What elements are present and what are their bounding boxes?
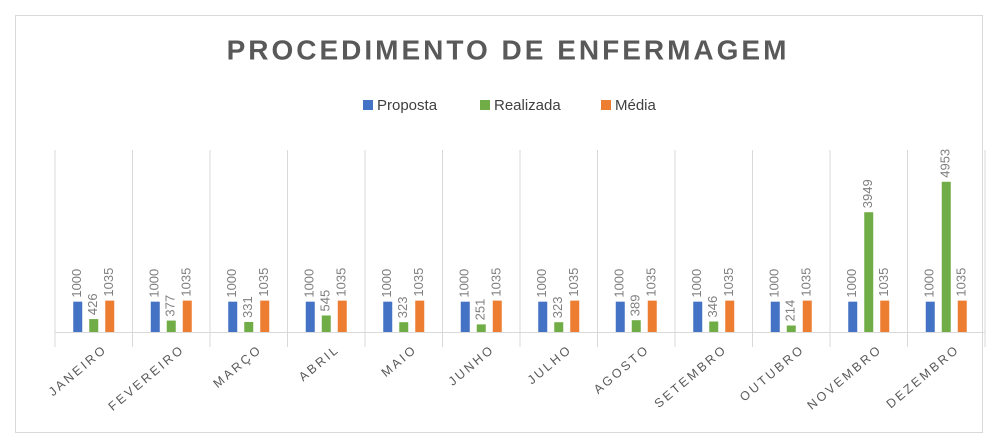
bar <box>305 301 315 332</box>
bar <box>770 301 780 332</box>
bar <box>538 301 548 332</box>
data-label: 1035 <box>954 268 969 297</box>
data-label: 377 <box>163 295 178 317</box>
bar <box>880 300 890 332</box>
data-label: 346 <box>705 296 720 318</box>
legend-swatch <box>480 100 490 110</box>
bar <box>337 300 347 332</box>
data-label: 1000 <box>147 269 162 298</box>
bar <box>244 321 254 332</box>
data-label: 1035 <box>411 268 426 297</box>
bar <box>554 322 564 332</box>
bar <box>631 320 641 332</box>
legend-label: Realizada <box>494 97 561 114</box>
bar <box>957 300 967 332</box>
legend-label: Proposta <box>377 97 438 114</box>
bar <box>693 301 703 332</box>
bar <box>615 301 625 332</box>
bar <box>725 300 735 332</box>
bar <box>925 301 935 332</box>
legend-label: Média <box>615 97 657 114</box>
data-label: 1000 <box>922 269 937 298</box>
bar <box>647 300 657 332</box>
data-label: 323 <box>550 296 565 318</box>
data-label: 323 <box>395 296 410 318</box>
data-label: 1000 <box>612 269 627 298</box>
bar <box>166 320 176 332</box>
data-label: 389 <box>628 294 643 316</box>
data-label: 426 <box>85 293 100 315</box>
bar <box>570 300 580 332</box>
data-label: 1000 <box>224 269 239 298</box>
data-label: 1035 <box>566 268 581 297</box>
bar <box>786 325 796 332</box>
legend-swatch <box>363 100 373 110</box>
bar <box>73 301 83 332</box>
bar <box>492 300 502 332</box>
chart-border <box>15 15 983 433</box>
data-label: 1035 <box>334 268 349 297</box>
bar <box>383 301 393 332</box>
data-label: 251 <box>473 299 488 321</box>
data-label: 1000 <box>69 269 84 298</box>
bar <box>802 300 812 332</box>
data-label: 1035 <box>256 268 271 297</box>
chart-title: PROCEDIMENTO DE ENFERMAGEM <box>227 34 790 65</box>
bar <box>848 301 858 332</box>
data-label: 4953 <box>938 149 953 178</box>
data-label: 1035 <box>101 268 116 297</box>
bar <box>260 300 270 332</box>
bar <box>228 301 238 332</box>
data-label: 1035 <box>179 268 194 297</box>
data-label: 1035 <box>721 268 736 297</box>
data-label: 3949 <box>860 179 875 208</box>
data-label: 1000 <box>844 269 859 298</box>
data-label: 1035 <box>799 268 814 297</box>
data-label: 1000 <box>689 269 704 298</box>
data-label: 1000 <box>767 269 782 298</box>
bar <box>105 300 115 332</box>
data-label: 1035 <box>489 268 504 297</box>
bar <box>321 315 331 332</box>
data-label: 1035 <box>644 268 659 297</box>
bar <box>89 319 99 332</box>
data-label: 1000 <box>457 269 472 298</box>
data-label: 1000 <box>379 269 394 298</box>
bar <box>941 181 951 332</box>
data-label: 545 <box>318 290 333 312</box>
data-label: 331 <box>240 296 255 318</box>
bar <box>182 300 192 332</box>
data-label: 214 <box>783 300 798 322</box>
legend-swatch <box>601 100 611 110</box>
data-label: 1000 <box>302 269 317 298</box>
bar <box>864 212 874 332</box>
bar <box>476 324 486 332</box>
data-label: 1000 <box>534 269 549 298</box>
bar <box>415 300 425 332</box>
bar <box>150 301 160 332</box>
bar <box>709 321 719 332</box>
bar <box>399 322 409 332</box>
data-label: 1035 <box>876 268 891 297</box>
bar <box>460 301 470 332</box>
